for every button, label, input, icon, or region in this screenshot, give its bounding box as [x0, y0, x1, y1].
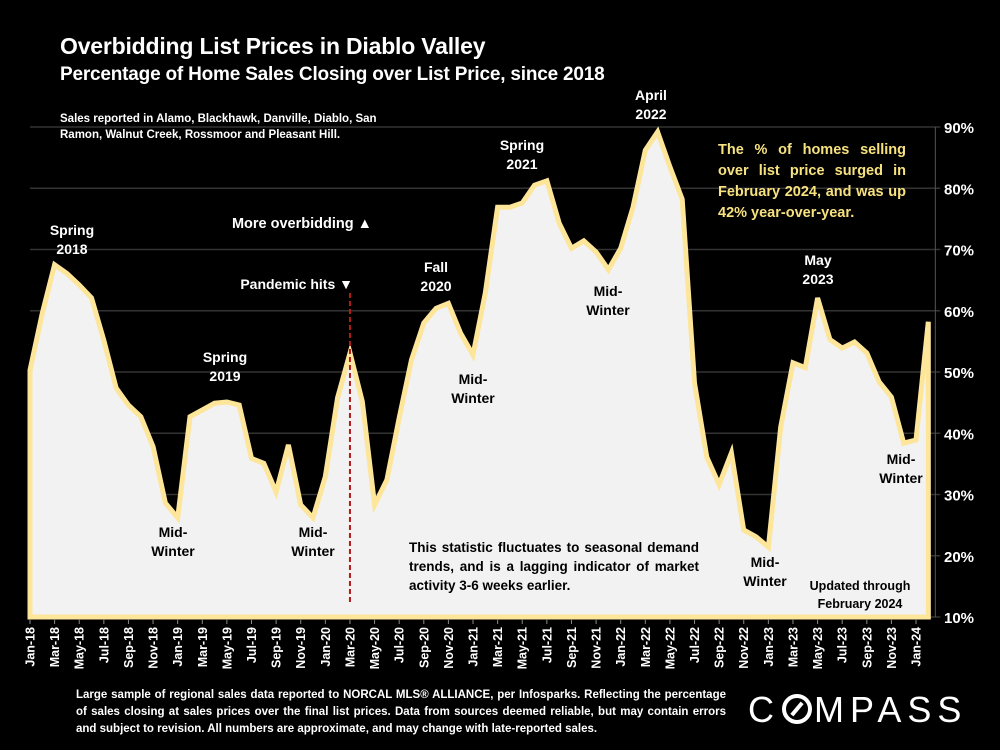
y-tick-label: 80%: [944, 181, 974, 198]
annotation-label: May: [804, 252, 831, 268]
annotation-label: Mid-: [459, 371, 488, 387]
y-tick-label: 60%: [944, 304, 974, 321]
annotation-label: Fall: [424, 259, 448, 275]
x-tick-label: Mar-23: [786, 627, 800, 667]
y-tick-label: 30%: [944, 488, 974, 505]
x-tick-label: Jul-23: [836, 627, 850, 663]
compass-o-icon: [782, 694, 812, 724]
annotations: Spring 2018 Mid- Winter Spring 2019 Mid- Winter…: [50, 87, 923, 603]
y-axis: 10% 20% 30% 40% 50% 60% 70% 80% 90%: [934, 120, 974, 627]
annotation-label: Mid-: [159, 524, 188, 540]
annotation-label: Winter: [451, 390, 495, 406]
x-tick-label: Sep-23: [860, 627, 874, 668]
x-tick-label: Mar-22: [639, 627, 653, 667]
x-tick-label: Sep-22: [713, 627, 727, 668]
x-tick-label: Nov-23: [885, 627, 899, 669]
annotation-label: 2018: [56, 241, 87, 257]
x-tick-label: May-23: [811, 627, 825, 669]
y-tick-label: 20%: [944, 549, 974, 566]
coverage-note: Sales reported in Alamo, Blackhawk, Danv…: [60, 113, 377, 141]
x-tick-label: Jul-18: [97, 627, 111, 663]
x-tick-label: Jan-19: [171, 627, 185, 667]
annotation-label: Winter: [151, 543, 195, 559]
x-tick-label: May-22: [663, 627, 677, 669]
annotation-label: 2020: [420, 278, 451, 294]
annotation-label: 2021: [506, 156, 537, 172]
x-tick-label: Jan-24: [910, 627, 924, 667]
logo-c: C: [748, 689, 780, 730]
updated-line-2: February 2024: [817, 597, 903, 611]
annotation-label: April: [635, 87, 667, 103]
callout-text: The % of homes selling over list price s…: [718, 142, 906, 221]
data-area: [27, 126, 931, 620]
seasonal-note: This statistic fluctuates to seasonal de…: [409, 540, 699, 593]
x-tick-label: Sep-21: [565, 627, 579, 668]
x-tick-label: Mar-18: [48, 627, 62, 667]
more-overbidding-label: More overbidding ▲: [232, 216, 372, 232]
chart-subtitle: Percentage of Home Sales Closing over Li…: [60, 64, 605, 85]
annotation-label: Mid-: [594, 283, 623, 299]
annotation-label: Mid-: [751, 554, 780, 570]
x-tick-label: Mar-20: [343, 627, 357, 667]
annotation-label: 2022: [635, 106, 666, 122]
annotation-label: Mid-: [299, 524, 328, 540]
x-tick-label: Nov-18: [147, 627, 161, 669]
x-tick-label: Mar-19: [196, 627, 210, 667]
x-tick-label: Jul-19: [245, 627, 259, 663]
annotation-label: Winter: [586, 302, 630, 318]
annotation-label: Spring: [500, 137, 544, 153]
annotation-label: 2019: [209, 368, 240, 384]
x-tick-label: Jan-21: [467, 627, 481, 667]
footer-disclaimer: Large sample of regional sales data repo…: [76, 689, 726, 735]
x-tick-label: May-19: [220, 627, 234, 669]
x-tick-label: Jul-22: [688, 627, 702, 663]
x-tick-label: Jan-20: [319, 627, 333, 667]
annotation-label: Spring: [50, 222, 94, 238]
x-axis: Jan-18 Mar-18 May-18 Jul-18 Sep-18 Nov-18 Jan-…: [24, 619, 924, 669]
x-tick-label: Sep-19: [270, 627, 284, 668]
y-tick-label: 40%: [944, 426, 974, 443]
y-tick-label: 50%: [944, 365, 974, 382]
chart-title: Overbidding List Prices in Diablo Valley: [60, 33, 486, 59]
x-tick-label: Sep-20: [417, 627, 431, 668]
x-tick-label: Nov-20: [442, 627, 456, 669]
x-tick-label: Jan-23: [762, 627, 776, 667]
pandemic-hits-label: Pandemic hits ▼: [240, 276, 353, 292]
annotation-label: Winter: [291, 543, 335, 559]
annotation-label: Winter: [743, 573, 787, 589]
x-tick-label: May-18: [73, 627, 87, 669]
y-tick-label: 90%: [944, 120, 974, 137]
y-tick-label: 10%: [944, 610, 974, 627]
x-tick-label: Jul-21: [540, 627, 554, 663]
x-tick-label: Nov-21: [590, 627, 604, 669]
updated-through: Updated through February 2024: [795, 577, 925, 613]
x-tick-label: May-20: [368, 627, 382, 669]
x-tick-label: Sep-18: [122, 627, 136, 668]
annotation-label: Winter: [879, 470, 923, 486]
x-tick-label: Mar-21: [491, 627, 505, 667]
x-tick-label: Jul-20: [393, 627, 407, 663]
x-tick-label: Nov-19: [294, 627, 308, 669]
x-tick-label: Jan-18: [24, 627, 38, 667]
x-tick-label: Jan-22: [614, 627, 628, 667]
annotation-label: Spring: [203, 349, 247, 365]
x-tick-label: May-21: [516, 627, 530, 669]
y-tick-label: 70%: [944, 243, 974, 260]
updated-line-1: Updated through: [809, 579, 911, 593]
annotation-label: 2023: [802, 271, 833, 287]
x-tick-label: Nov-22: [737, 627, 751, 669]
compass-logo: C MPASS: [748, 689, 967, 731]
annotation-label: Mid-: [887, 451, 916, 467]
logo-rest: MPASS: [814, 689, 968, 730]
